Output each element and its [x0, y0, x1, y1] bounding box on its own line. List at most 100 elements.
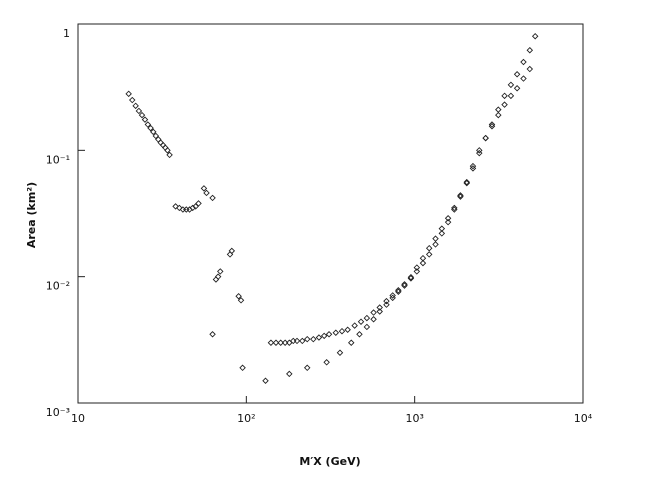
point: [476, 149, 483, 157]
point: [376, 304, 383, 311]
point: [336, 349, 344, 356]
point: [203, 189, 210, 197]
point: [432, 235, 439, 242]
point: [526, 65, 534, 73]
point: [457, 192, 464, 199]
point: [444, 218, 452, 226]
point: [376, 308, 383, 315]
point: [332, 329, 340, 336]
point: [164, 147, 171, 154]
point: [310, 335, 317, 343]
point: [401, 281, 408, 288]
point: [195, 200, 202, 207]
point: [495, 111, 502, 119]
point: [293, 337, 301, 345]
point: [463, 179, 471, 187]
point: [395, 287, 402, 294]
point: [363, 314, 371, 322]
point: [407, 273, 415, 281]
point: [351, 322, 358, 329]
point: [401, 282, 408, 289]
point: [425, 251, 433, 258]
x-tick-label: 10²: [237, 412, 255, 425]
point: [413, 268, 421, 275]
point: [482, 134, 489, 142]
point: [272, 339, 280, 346]
point: [469, 162, 477, 170]
y-axis-label: Area (km²): [25, 182, 38, 248]
point: [357, 318, 365, 325]
point: [520, 75, 527, 82]
point: [262, 377, 269, 384]
point: [419, 259, 427, 267]
point: [531, 33, 539, 40]
point: [315, 334, 323, 341]
point: [507, 92, 515, 100]
plot-frame: [77, 23, 584, 404]
point: [176, 204, 183, 212]
point: [451, 204, 458, 212]
point: [407, 275, 415, 282]
point: [138, 111, 146, 119]
point: [438, 230, 446, 237]
y-tick-label: 10⁻³: [46, 406, 70, 419]
point: [501, 92, 508, 100]
point: [488, 121, 496, 128]
point: [526, 46, 534, 54]
point: [217, 268, 224, 275]
point: [363, 323, 371, 331]
point: [495, 106, 502, 113]
y-tick-label: 10⁻²: [46, 280, 70, 293]
point: [150, 128, 157, 136]
point: [239, 364, 246, 372]
point: [501, 101, 508, 108]
point: [209, 331, 216, 338]
point: [413, 264, 421, 271]
point: [457, 193, 464, 200]
point: [183, 206, 190, 213]
point: [389, 294, 396, 302]
point: [425, 244, 433, 252]
point: [513, 85, 521, 92]
point: [432, 241, 439, 248]
point: [469, 165, 477, 172]
point: [200, 185, 208, 192]
point: [356, 331, 363, 338]
point: [338, 327, 346, 335]
y-tick-label: 1: [63, 27, 70, 40]
point: [209, 194, 216, 202]
point: [325, 331, 333, 338]
point: [383, 301, 390, 308]
point: [141, 116, 149, 123]
point: [303, 335, 311, 343]
point: [166, 151, 173, 159]
point: [235, 292, 242, 300]
x-tick-label: 10: [71, 412, 85, 425]
point: [267, 339, 275, 346]
point: [228, 247, 236, 255]
point: [488, 123, 496, 130]
x-tick-label: 10³: [405, 412, 423, 425]
point: [172, 203, 179, 210]
point: [214, 273, 222, 280]
point: [125, 90, 132, 98]
point: [303, 364, 311, 372]
point: [344, 326, 351, 333]
point: [144, 121, 152, 128]
point: [132, 102, 139, 110]
y-tick-label: 10⁻¹: [46, 153, 70, 166]
point: [444, 215, 452, 222]
point: [152, 132, 160, 140]
x-axis-label: M′X (GeV): [299, 455, 360, 468]
point: [226, 251, 234, 258]
point: [395, 288, 402, 295]
point: [482, 134, 489, 142]
x-tick-label: 10⁴: [574, 412, 593, 425]
point: [451, 206, 458, 213]
point: [277, 339, 284, 346]
point: [147, 124, 154, 132]
point: [135, 107, 143, 115]
point: [463, 178, 471, 186]
point: [323, 359, 330, 366]
